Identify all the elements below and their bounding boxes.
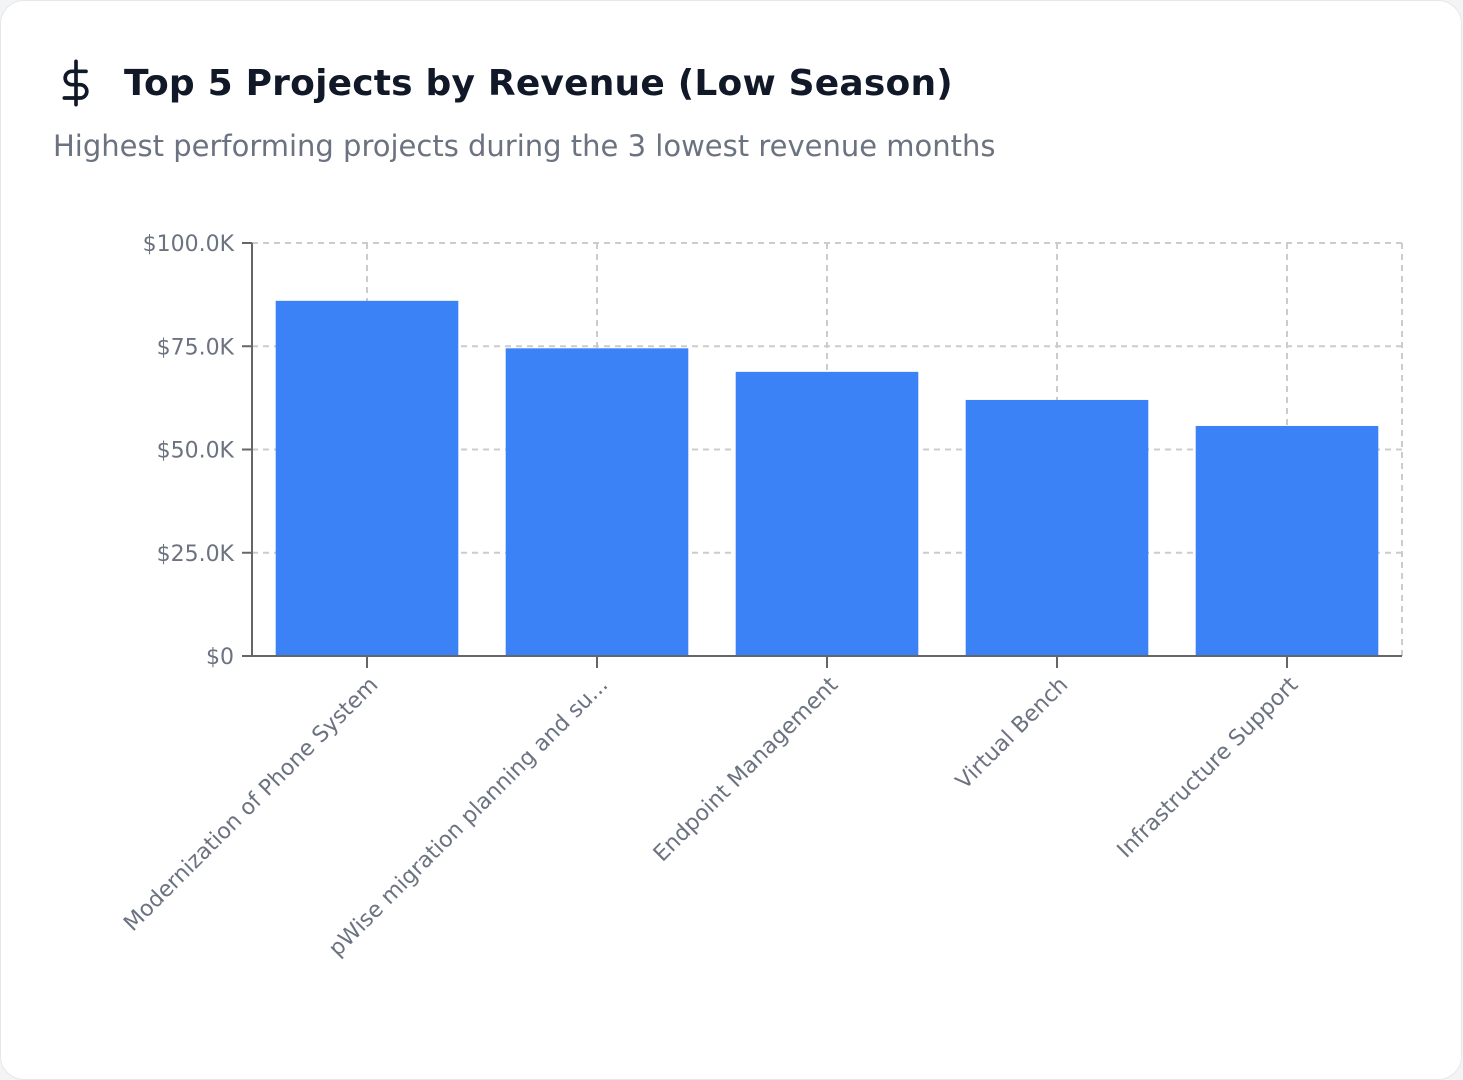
bar-1: [275, 300, 459, 656]
x-tick-label: Modernization of Phone System: [119, 673, 383, 937]
dollar-icon: [56, 59, 96, 107]
y-tick-label: $50.0K: [157, 439, 235, 464]
y-tick-label: $75.0K: [157, 335, 235, 360]
bar-4: [965, 399, 1149, 656]
x-tick-label: pWise migration planning and su...: [324, 673, 613, 962]
x-tick-label: Virtual Bench: [951, 673, 1073, 795]
x-tick-label: Endpoint Management: [649, 672, 844, 867]
y-tick-label: $0: [206, 645, 234, 670]
chart-title: Top 5 Projects by Revenue (Low Season): [124, 62, 953, 104]
y-tick-label: $100.0K: [143, 232, 235, 257]
x-tick-label: Infrastructure Support: [1113, 672, 1304, 863]
bar-3: [735, 371, 919, 656]
y-tick-label: $25.0K: [157, 542, 235, 567]
chart-header: Top 5 Projects by Revenue (Low Season): [56, 59, 953, 107]
bar-2: [505, 348, 689, 656]
chart-subtitle: Highest performing projects during the 3…: [53, 129, 996, 163]
bar-5: [1195, 425, 1379, 656]
